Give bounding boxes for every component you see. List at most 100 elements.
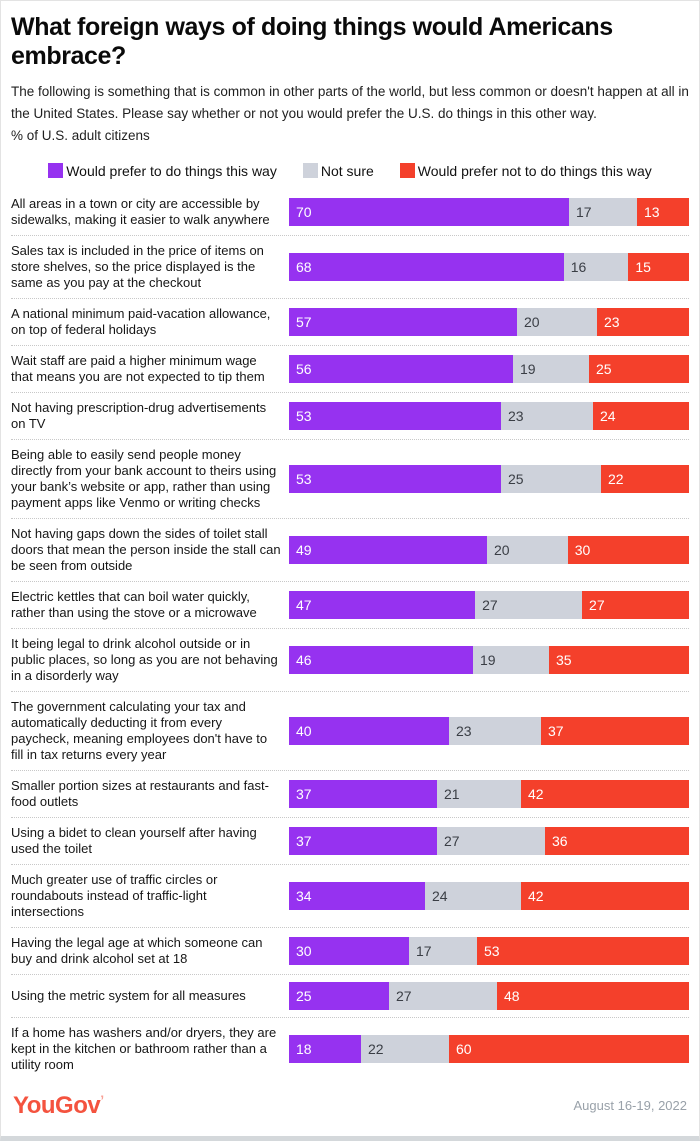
bar-value: 42 xyxy=(528,785,544,802)
bar-segment-not-sure: 20 xyxy=(517,307,597,336)
chart-row: Much greater use of traffic circles or r… xyxy=(11,863,689,927)
bar-segment-not-sure: 20 xyxy=(486,535,568,564)
row-label: Not having gaps down the sides of toilet… xyxy=(11,525,281,573)
bar-segment-would-prefer-not: 30 xyxy=(567,535,689,564)
bar-segment-not-sure: 16 xyxy=(563,252,629,281)
bar-value: 35 xyxy=(556,651,572,668)
survey-description: The following is something that is commo… xyxy=(11,84,689,121)
stacked-bar: 30 17 53 xyxy=(289,936,689,965)
bar-value: 20 xyxy=(524,313,540,330)
bar-value: 27 xyxy=(396,987,412,1004)
bar-value: 47 xyxy=(296,596,312,613)
stacked-bar: 56 19 25 xyxy=(289,354,689,383)
stacked-bar: 53 25 22 xyxy=(289,464,689,493)
stacked-bar-chart: All areas in a town or city are accessib… xyxy=(11,189,689,1080)
page-title: What foreign ways of doing things would … xyxy=(11,13,613,70)
row-label: Sales tax is included in the price of it… xyxy=(11,242,264,290)
bar-value: 21 xyxy=(444,785,460,802)
chart-row: It being legal to drink alcohol outside … xyxy=(11,627,689,691)
bar-segment-would-prefer: 34 xyxy=(289,881,425,910)
bar-value: 68 xyxy=(296,258,312,275)
bar-value: 19 xyxy=(520,360,536,377)
bar-value: 42 xyxy=(528,887,544,904)
row-label: If a home has washers and/or dryers, the… xyxy=(11,1024,277,1072)
stacked-bar: 46 19 35 xyxy=(289,645,689,674)
legend-item-not-sure: Not sure xyxy=(302,162,374,179)
row-label: Using a bidet to clean yourself after ha… xyxy=(11,824,257,856)
chart-row: Having the legal age at which someone ca… xyxy=(11,926,689,974)
bar-segment-would-prefer: 56 xyxy=(289,354,513,383)
bar-segment-would-prefer: 46 xyxy=(289,645,473,674)
bar-segment-would-prefer-not: 25 xyxy=(589,354,689,383)
chart-row: A national minimum paid-vacation allowan… xyxy=(11,297,689,345)
bar-value: 48 xyxy=(504,987,520,1004)
bar-value: 53 xyxy=(296,470,312,487)
bar-segment-not-sure: 27 xyxy=(475,590,583,619)
chart-row: Using the metric system for all measures… xyxy=(11,973,689,1017)
bar-segment-would-prefer: 57 xyxy=(289,307,517,336)
legend-label: Would prefer to do things this way xyxy=(66,162,277,179)
bar-value: 20 xyxy=(493,541,510,558)
stacked-bar: 49 20 30 xyxy=(289,535,689,564)
bar-segment-would-prefer-not: 24 xyxy=(593,401,689,430)
bar-segment-would-prefer: 53 xyxy=(289,401,501,430)
row-label: The government calculating your tax and … xyxy=(11,698,268,762)
prefer-swatch-icon xyxy=(48,163,64,179)
stacked-bar: 68 16 15 xyxy=(289,252,689,281)
bar-value: 25 xyxy=(508,470,524,487)
row-label: Much greater use of traffic circles or r… xyxy=(11,871,218,919)
bar-segment-not-sure: 25 xyxy=(501,464,601,493)
stacked-bar: 34 24 42 xyxy=(289,881,689,910)
footer: YouGov’ August 16-19, 2022 xyxy=(11,1080,689,1130)
chart-row: Being able to easily send people money d… xyxy=(11,438,689,518)
survey-date: August 16-19, 2022 xyxy=(573,1098,687,1114)
bar-value: 37 xyxy=(296,785,312,802)
chart-legend: Would prefer to do things this way Not s… xyxy=(11,163,689,179)
bar-value: 17 xyxy=(416,942,432,959)
bar-value: 37 xyxy=(548,722,564,739)
bar-value: 40 xyxy=(296,722,312,739)
chart-row: Not having gaps down the sides of toilet… xyxy=(11,517,689,581)
legend-label: Not sure xyxy=(320,162,374,179)
logo-mark-icon: ’ xyxy=(100,1091,104,1108)
bar-value: 22 xyxy=(368,1040,384,1057)
bar-value: 15 xyxy=(635,258,651,275)
chart-row: If a home has washers and/or dryers, the… xyxy=(11,1016,689,1080)
bar-value: 27 xyxy=(482,596,498,613)
legend-item-prefer-not: Would prefer not to do things this way xyxy=(399,163,652,179)
bar-value: 23 xyxy=(456,722,472,739)
row-label: A national minimum paid-vacation allowan… xyxy=(11,305,271,337)
bar-segment-would-prefer-not: 13 xyxy=(637,197,689,226)
bar-segment-not-sure: 17 xyxy=(409,936,477,965)
bar-value: 49 xyxy=(296,541,312,558)
row-label: Not having prescription-drug advertiseme… xyxy=(11,399,267,431)
bar-value: 18 xyxy=(296,1040,312,1057)
yougov-logo: YouGov’ xyxy=(13,1091,104,1119)
bar-value: 16 xyxy=(570,258,587,275)
population-note: % of U.S. adult citizens xyxy=(11,127,150,143)
bar-segment-would-prefer-not: 35 xyxy=(549,645,689,674)
bar-segment-would-prefer-not: 23 xyxy=(597,307,689,336)
chart-row: Not having prescription-drug advertiseme… xyxy=(11,391,689,439)
bar-segment-would-prefer: 37 xyxy=(289,826,437,855)
bar-segment-would-prefer-not: 53 xyxy=(477,936,689,965)
bar-segment-not-sure: 21 xyxy=(437,779,521,808)
stacked-bar: 47 27 27 xyxy=(289,590,689,619)
legend-item-prefer: Would prefer to do things this way xyxy=(48,163,277,179)
bar-segment-would-prefer: 70 xyxy=(289,197,569,226)
bar-segment-not-sure: 17 xyxy=(569,197,637,226)
bar-value: 23 xyxy=(604,313,620,330)
bar-segment-not-sure: 27 xyxy=(389,981,497,1010)
bar-value: 24 xyxy=(600,407,616,424)
bar-value: 25 xyxy=(596,360,612,377)
row-label: All areas in a town or city are accessib… xyxy=(11,195,270,227)
chart-row: Using a bidet to clean yourself after ha… xyxy=(11,816,689,864)
bar-segment-would-prefer-not: 48 xyxy=(497,981,689,1010)
chart-row: Smaller portion sizes at restaurants and… xyxy=(11,769,689,817)
bar-value: 24 xyxy=(432,887,448,904)
bar-segment-not-sure: 19 xyxy=(513,354,589,383)
stacked-bar: 37 21 42 xyxy=(289,779,689,808)
bar-segment-would-prefer: 53 xyxy=(289,464,501,493)
row-label: Having the legal age at which someone ca… xyxy=(11,934,263,966)
